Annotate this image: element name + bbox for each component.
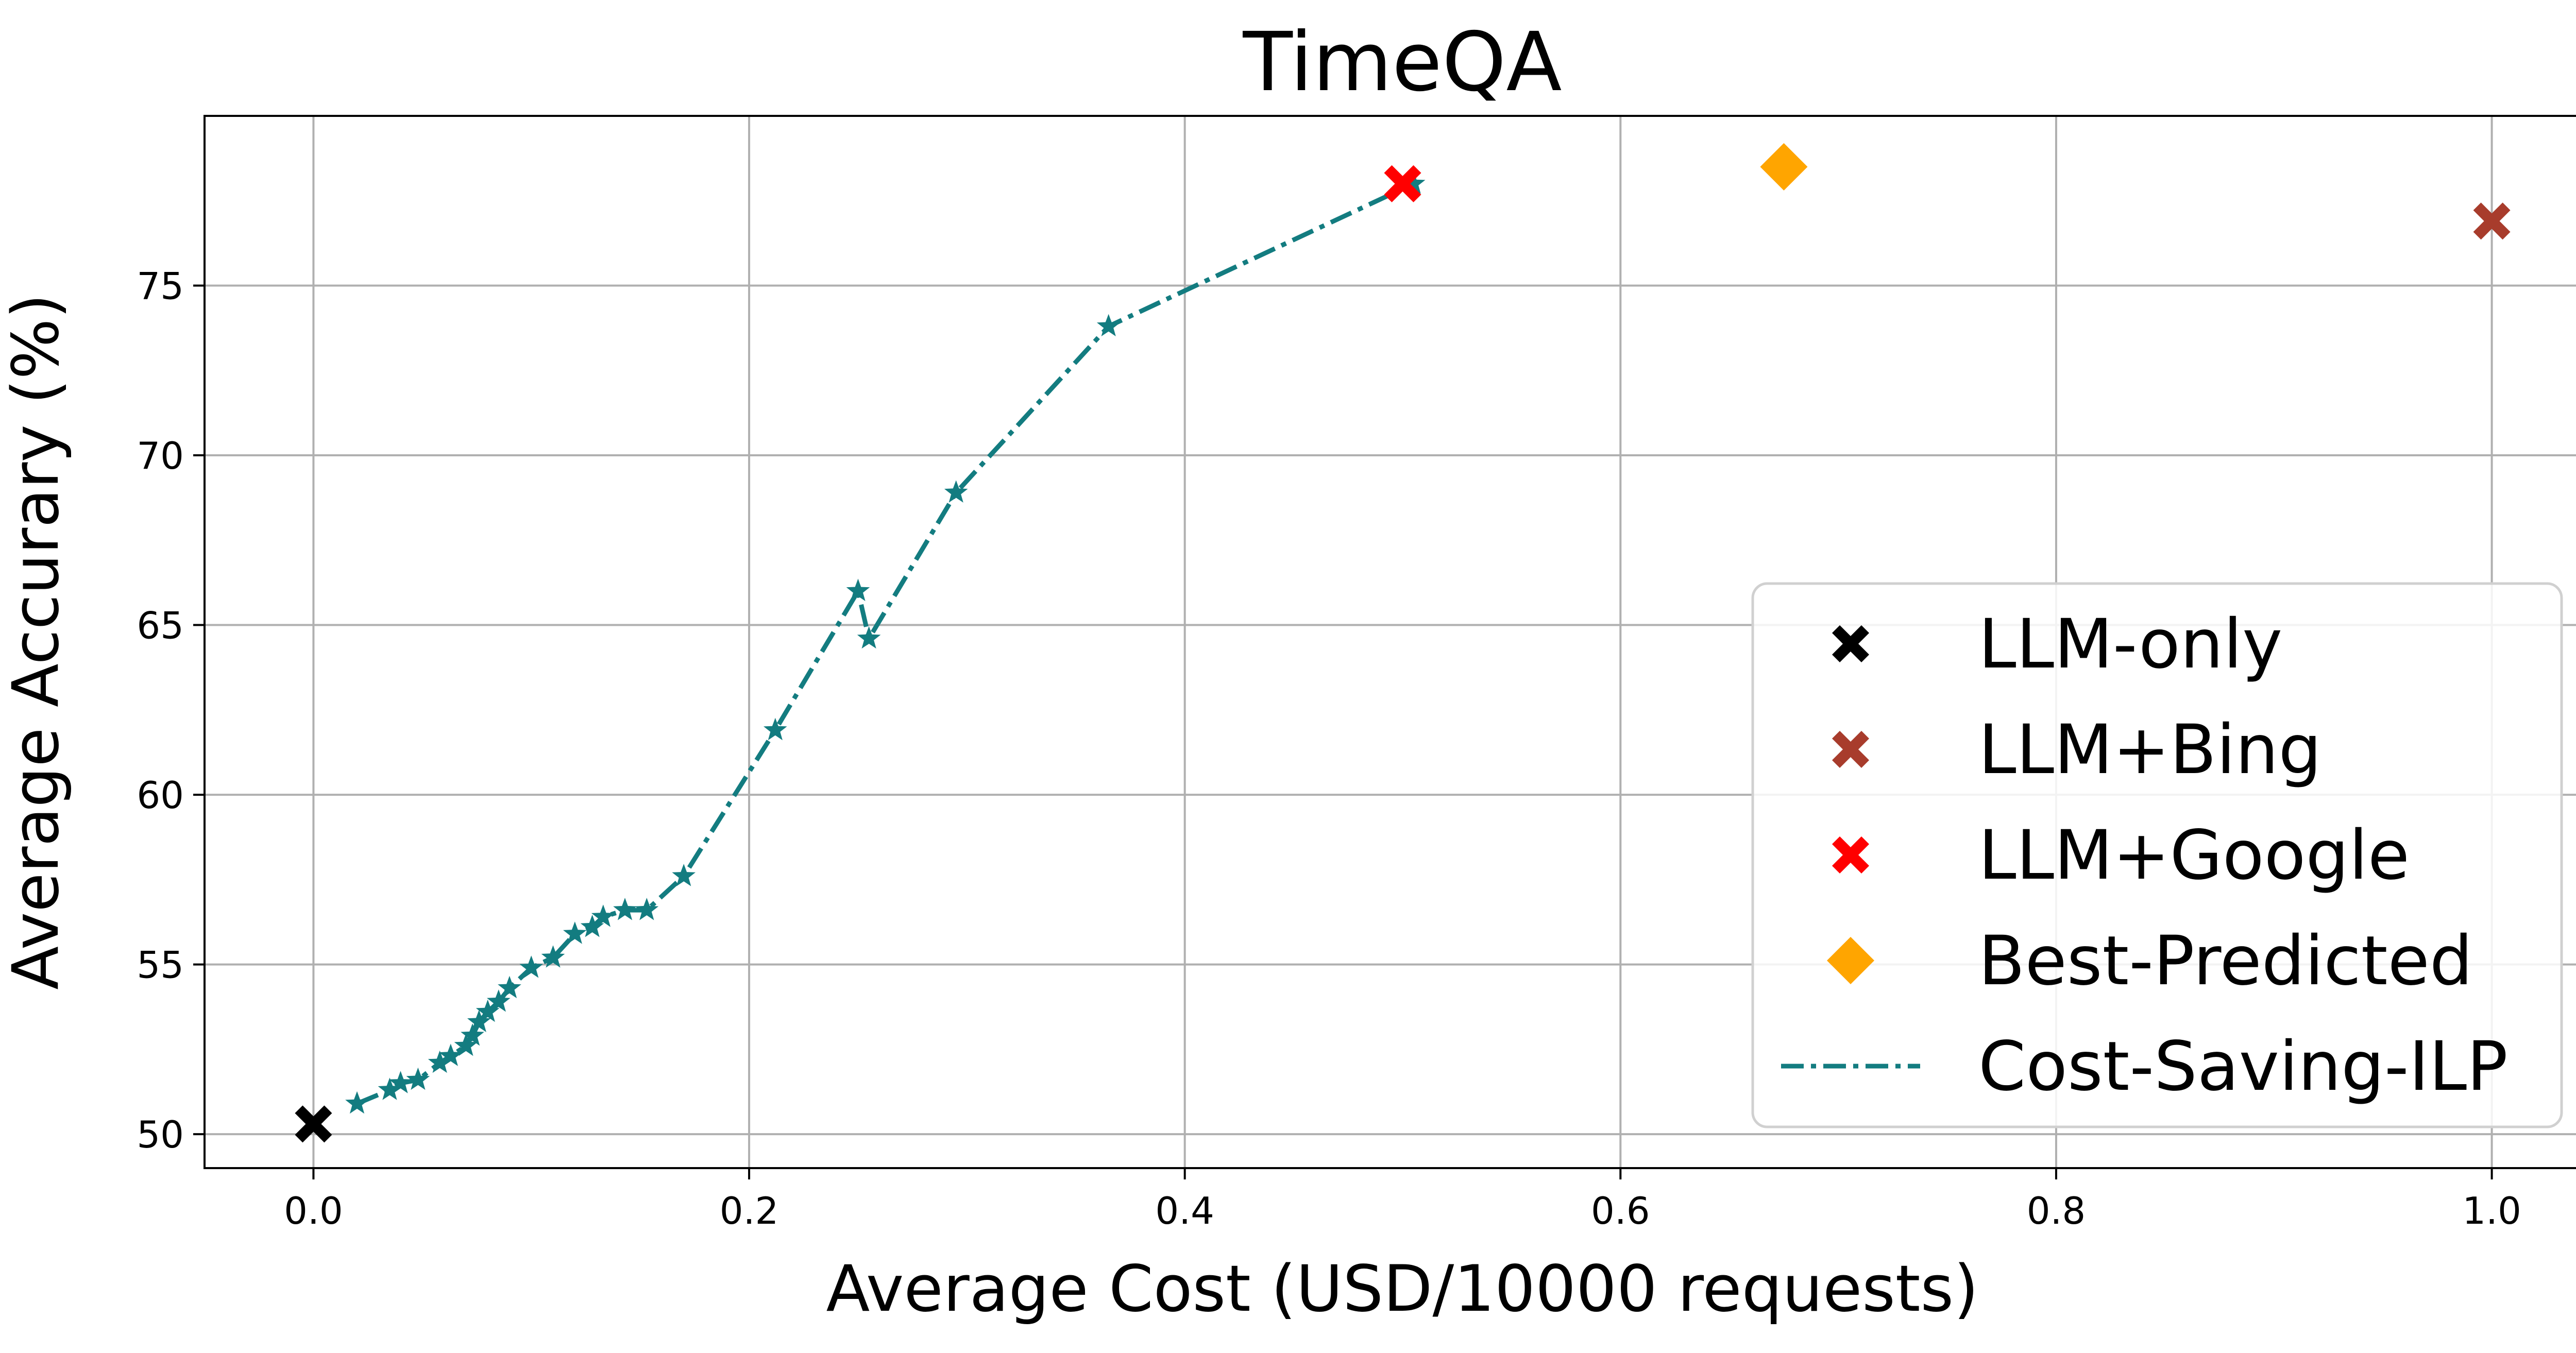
- legend-label-llm-google: LLM+Google: [1978, 816, 2410, 895]
- plot-series: [295, 143, 2511, 1143]
- cost-saving-ilp-point: [541, 945, 565, 968]
- cost-saving-ilp-point: [857, 626, 881, 649]
- cost-saving-ilp-point: [498, 975, 521, 999]
- cost-saving-ilp-point: [345, 1091, 369, 1114]
- cost-saving-ilp-point: [591, 904, 615, 927]
- cost-saving-ilp-point: [1096, 314, 1121, 336]
- x-axis-label: Average Cost (USD/10000 requests): [826, 1252, 1978, 1326]
- cost-saving-ilp-point: [613, 898, 637, 920]
- legend-label-best-predicted: Best-Predicted: [1978, 921, 2473, 1001]
- cost-saving-ilp-point: [635, 898, 659, 920]
- y-tick-label: 75: [137, 265, 184, 308]
- y-tick-label: 55: [137, 944, 184, 987]
- legend-swatch-best-predicted: [1827, 937, 1874, 984]
- y-tick-label: 65: [137, 604, 184, 647]
- cost-saving-ilp-point: [580, 915, 604, 937]
- x-tick-label: 0.0: [284, 1189, 343, 1232]
- x-tick-label: 0.4: [1155, 1189, 1214, 1232]
- legend-label-llm-only: LLM-only: [1978, 605, 2282, 684]
- legend-swatch-llm-google: [1832, 836, 1869, 874]
- cost-saving-ilp-point: [563, 921, 587, 944]
- legend-swatch-llm-only: [1832, 625, 1869, 662]
- cost-saving-ilp-point: [487, 989, 511, 1012]
- legend-swatch-llm-bing: [1832, 731, 1869, 768]
- cost-saving-ilp-point: [439, 1043, 463, 1066]
- cost-saving-ilp-point: [476, 999, 500, 1022]
- legend-frame: [1751, 582, 2563, 1128]
- cost-saving-ilp-point: [846, 578, 870, 602]
- cost-saving-ilp-point: [1401, 171, 1426, 194]
- x-tick-label: 0.6: [1591, 1189, 1650, 1232]
- cost-saving-ilp-point: [672, 864, 696, 886]
- y-axis-label: Average Accurary (%): [0, 294, 73, 990]
- legend-label-llm-bing: LLM+Bing: [1978, 710, 2321, 790]
- y-tick-label: 60: [137, 774, 184, 817]
- plot-frame: [204, 115, 2576, 1169]
- chart-title: TimeQA: [1242, 15, 1562, 110]
- cost-saving-ilp-point: [428, 1050, 452, 1073]
- cost-saving-ilp-point: [944, 480, 968, 503]
- llm-bing-point: [2473, 202, 2511, 240]
- llm-google-point: [1384, 165, 1421, 202]
- y-tick-label: 50: [137, 1113, 184, 1156]
- cost-saving-ilp-point: [519, 955, 544, 978]
- cost-saving-ilp-point: [388, 1071, 413, 1093]
- cost-saving-ilp-point: [461, 1023, 484, 1046]
- legend-label-cost-saving-ilp: Cost-Saving-ILP: [1978, 1027, 2508, 1106]
- llm-only-point: [295, 1105, 332, 1143]
- cost-saving-ilp-point: [467, 1009, 491, 1032]
- y-tick-label: 70: [137, 434, 184, 477]
- cost-saving-ilp-point: [764, 717, 787, 741]
- x-tick-label: 0.2: [720, 1189, 779, 1232]
- x-tick-label: 0.8: [2027, 1189, 2086, 1232]
- legend: LLM-only LLM+Bing LLM+Google Best-Predicted…: [1751, 582, 2563, 1128]
- best-predicted-point: [1760, 143, 1808, 191]
- cost-saving-ilp-point: [406, 1067, 430, 1090]
- x-tick-label: 1.0: [2462, 1189, 2521, 1232]
- axis-ticks: 0.0 0.2 0.4 0.6 0.8 1.0 50 55 60 65 70 75: [137, 265, 2521, 1232]
- cost-saving-ilp-point: [378, 1077, 402, 1100]
